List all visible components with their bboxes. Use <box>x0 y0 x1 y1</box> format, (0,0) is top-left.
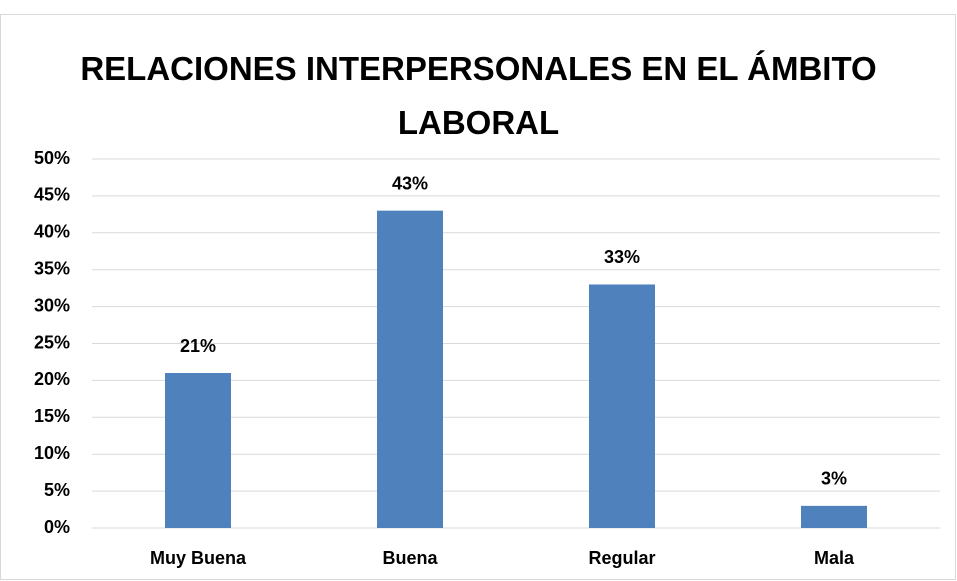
bar <box>165 373 231 528</box>
y-tick-label: 35% <box>34 258 70 278</box>
bar <box>589 284 655 528</box>
y-tick-label: 40% <box>34 222 70 242</box>
y-tick-label: 15% <box>34 406 70 426</box>
y-tick-label: 10% <box>34 443 70 463</box>
y-tick-label: 30% <box>34 295 70 315</box>
x-tick-label: Buena <box>382 548 438 568</box>
x-tick-label: Muy Buena <box>150 548 247 568</box>
y-tick-label: 25% <box>34 332 70 352</box>
data-label: 3% <box>821 469 847 489</box>
y-tick-label: 50% <box>34 148 70 168</box>
x-tick-label: Mala <box>814 548 855 568</box>
y-tick-label: 0% <box>44 517 70 537</box>
chart-title: RELACIONES INTERPERSONALES EN EL ÁMBITO … <box>80 50 877 141</box>
y-tick-label: 45% <box>34 185 70 205</box>
data-label: 33% <box>604 247 640 267</box>
bar <box>377 210 443 528</box>
data-label: 43% <box>392 173 428 193</box>
y-tick-label: 5% <box>44 480 70 500</box>
y-tick-label: 20% <box>34 369 70 389</box>
x-tick-label: Regular <box>588 548 655 568</box>
chart-border <box>0 14 956 580</box>
data-label: 21% <box>180 336 216 356</box>
bar <box>801 505 867 528</box>
